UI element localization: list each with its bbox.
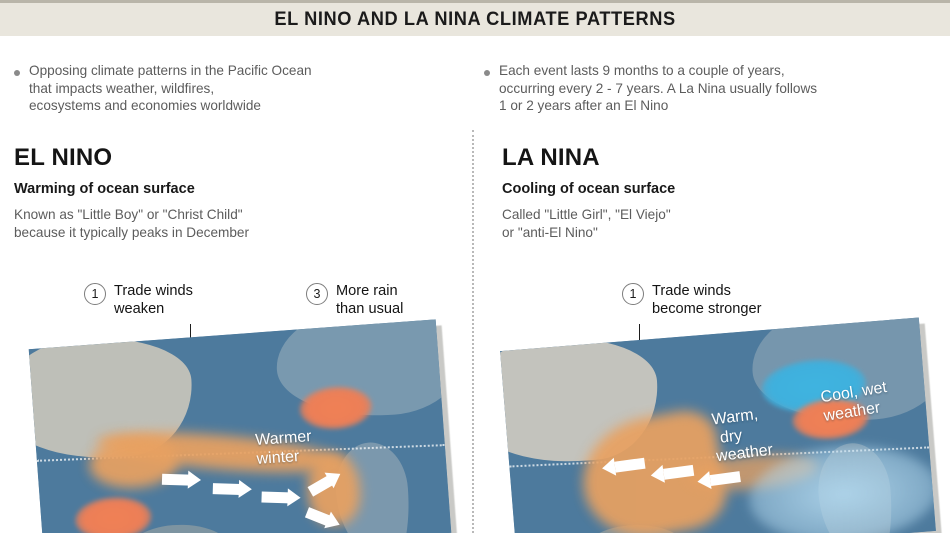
description-line: Known as "Little Boy" or "Christ Child" [14, 207, 243, 222]
la-nina-map: Cool, wet weather Warm, dry weather [492, 317, 948, 533]
callout-label: Trade winds become stronger [652, 282, 762, 318]
callout-line: More rain [336, 283, 398, 299]
la-nina-column: Each event lasts 9 months to a couple of… [476, 36, 950, 533]
intro-line: ecosystems and economies worldwide [29, 98, 261, 113]
bullet-dot-icon [14, 70, 20, 76]
la-nina-description: Called "Little Girl", "El Viejo" or "ant… [502, 206, 671, 241]
el-nino-callout-1: 1 Trade winds weaken [84, 282, 193, 318]
map-label-warm-dry-weather: Warm, dry weather [711, 405, 774, 467]
callout-line: Trade winds [652, 283, 731, 299]
callout-line: become stronger [652, 301, 762, 317]
el-nino-heading: EL NINO [14, 144, 113, 171]
description-line: Called "Little Girl", "El Viejo" [502, 207, 671, 222]
callout-line: than usual [336, 301, 404, 317]
la-nina-heading: LA NINA [502, 144, 600, 171]
callout-label: Trade winds weaken [114, 282, 193, 318]
callout-number: 1 [84, 283, 106, 305]
callout-number: 1 [622, 283, 644, 305]
description-line: or "anti-El Nino" [502, 224, 598, 240]
column-divider [472, 130, 474, 533]
intro-line: 1 or 2 years after an El Nino [499, 98, 669, 113]
intro-line: occurring every 2 - 7 years. A La Nina u… [499, 80, 818, 96]
header-bar: EL NINO AND LA NINA CLIMATE PATTERNS [0, 0, 950, 36]
la-nina-intro-bullet: Each event lasts 9 months to a couple of… [484, 62, 924, 115]
map-label-line: Warmer [254, 428, 313, 449]
el-nino-intro-bullet: Opposing climate patterns in the Pacific… [14, 62, 434, 115]
map-label-warmer-winter: Warmer winter [255, 428, 314, 469]
el-nino-intro-text: Opposing climate patterns in the Pacific… [29, 62, 312, 115]
la-nina-subheading: Cooling of ocean surface [502, 181, 676, 197]
callout-label: More rain than usual [336, 282, 403, 318]
map-label-line: winter [256, 447, 300, 468]
el-nino-description: Known as "Little Boy" or "Christ Child" … [14, 206, 249, 241]
la-nina-intro-text: Each event lasts 9 months to a couple of… [499, 62, 817, 115]
bullet-dot-icon [484, 70, 490, 76]
callout-number: 3 [306, 283, 328, 305]
intro-line: Opposing climate patterns in the Pacific… [29, 63, 312, 78]
intro-line: that impacts weather, wildfires, [29, 80, 215, 96]
page-title: EL NINO AND LA NINA CLIMATE PATTERNS [274, 8, 676, 30]
callout-line: weaken [114, 301, 165, 317]
el-nino-column: Opposing climate patterns in the Pacific… [0, 36, 474, 533]
la-nina-callout-1: 1 Trade winds become stronger [622, 282, 762, 318]
el-nino-subheading: Warming of ocean surface [14, 181, 195, 197]
description-line: because it typically peaks in December [14, 224, 249, 240]
intro-line: Each event lasts 9 months to a couple of… [499, 63, 785, 78]
callout-line: Trade winds [114, 283, 193, 299]
el-nino-map: Warmer winter Warmer [28, 319, 458, 533]
map-surface [28, 319, 452, 533]
el-nino-callout-3: 3 More rain than usual [306, 282, 403, 318]
